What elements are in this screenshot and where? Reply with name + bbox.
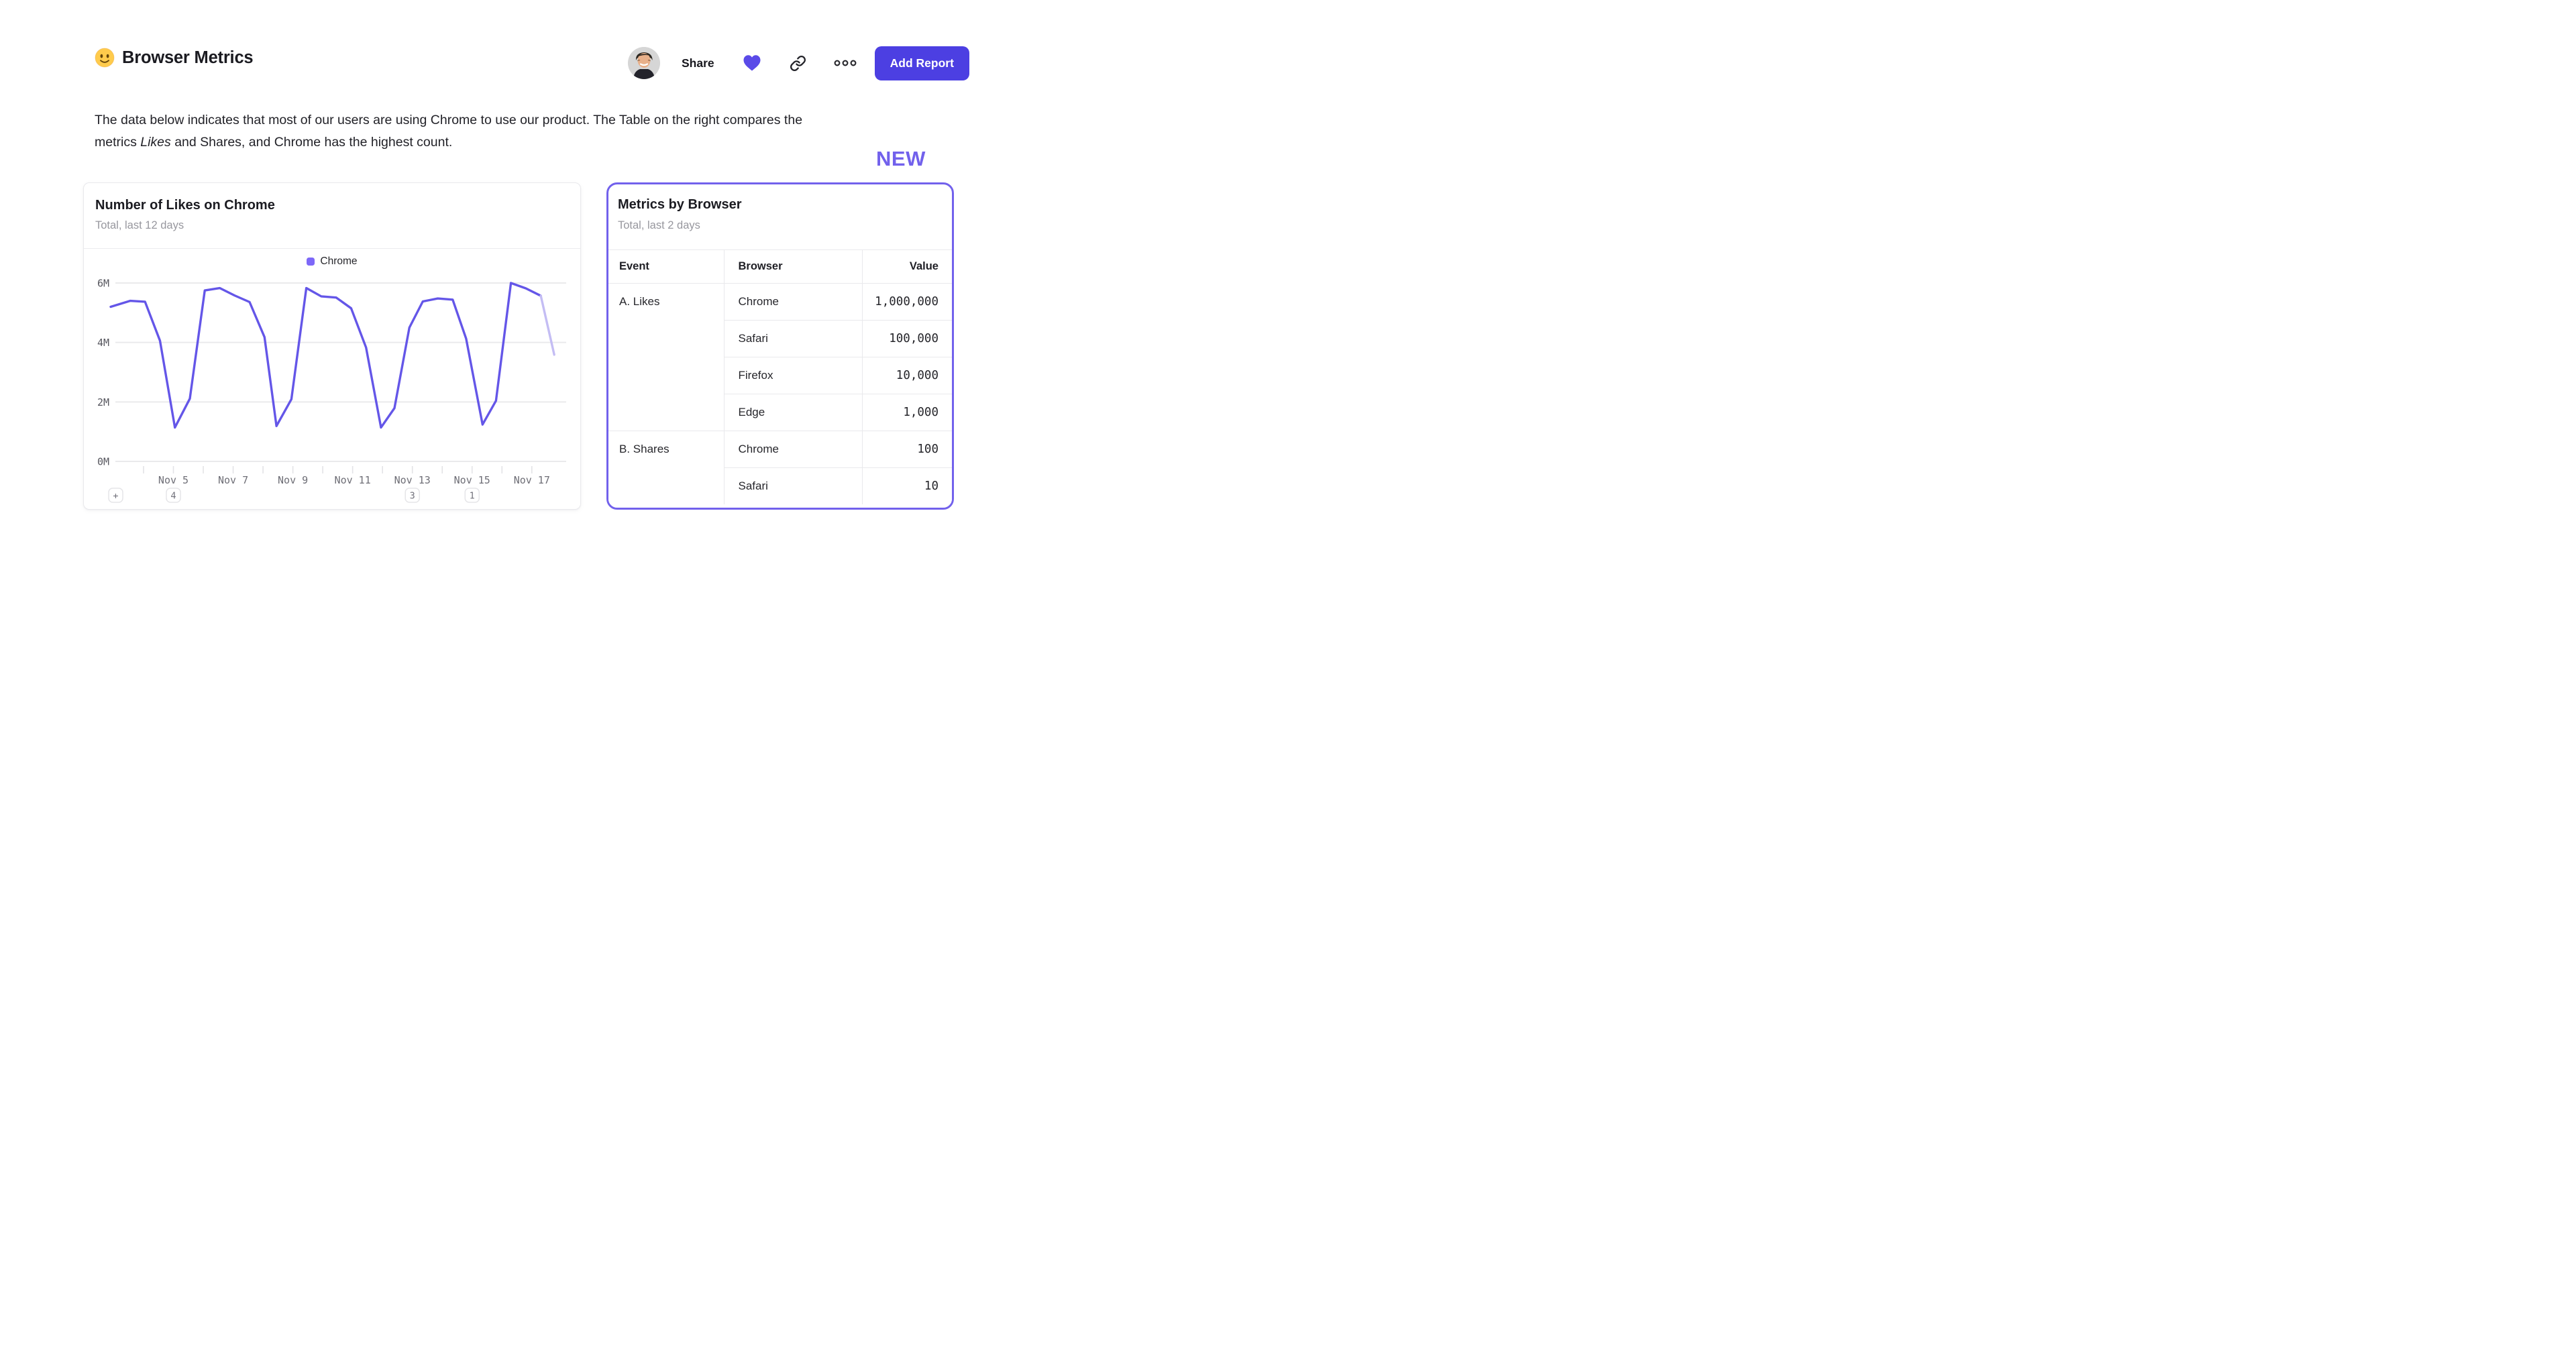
annotation-count-badge[interactable]: 3	[405, 488, 420, 503]
x-axis-label: Nov 5	[158, 474, 189, 486]
y-axis-label: 0M	[97, 456, 109, 468]
browser-cell: Chrome	[724, 283, 863, 321]
x-axis-label: Nov 15	[454, 474, 490, 486]
avatar-portrait	[628, 47, 660, 79]
description-likes-italic: Likes	[140, 135, 171, 150]
browser-cell: Safari	[724, 467, 863, 504]
link-icon	[790, 55, 806, 71]
chrome-series-line-faded	[539, 294, 555, 356]
x-axis-label: Nov 9	[278, 474, 308, 486]
column-header-value: Value	[909, 260, 938, 272]
likes-line-chart: 0M 2M 4M 6M Nov 5 Nov 7 Nov 9 Nov 11 Nov 13 Nov 1…	[97, 278, 566, 503]
table-row: B. Shares Chrome 100	[608, 431, 952, 504]
likes-chart-card: Number of Likes on Chrome Total, last 12…	[83, 182, 581, 510]
x-axis-label: Nov 17	[514, 474, 550, 486]
add-annotation-button-label: +	[113, 491, 118, 502]
header-actions: Share Add Report	[628, 46, 969, 80]
value-cell: 1,000,000	[862, 283, 952, 321]
chart-title: Number of Likes on Chrome	[95, 198, 275, 213]
metrics-table: Event Browser Value A. Likes Chrome 1,000,…	[608, 249, 952, 504]
column-header-event: Event	[608, 249, 724, 284]
event-cell: A. Likes	[608, 283, 724, 431]
annotation-count-badge-box	[405, 488, 420, 503]
y-axis-label: 6M	[97, 278, 109, 290]
report-description: The data below indicates that most of ou…	[95, 109, 967, 154]
add-report-button[interactable]: Add Report	[874, 46, 969, 80]
x-axis-label: Nov 7	[218, 474, 248, 486]
ellipsis-icon	[834, 60, 857, 66]
chrome-legend-label: Chrome	[320, 256, 358, 267]
y-axis-label: 2M	[97, 396, 109, 408]
chrome-legend-swatch	[307, 258, 315, 266]
annotation-count-badge-label: 3	[410, 491, 415, 502]
table-subtitle: Total, last 2 days	[618, 219, 700, 231]
add-annotation-button-box	[108, 488, 123, 503]
event-cell: B. Shares	[608, 431, 724, 504]
annotation-count-badge-label: 1	[470, 491, 475, 502]
chart-legend: Chrome	[84, 256, 580, 268]
more-options-button[interactable]	[833, 59, 857, 67]
value-cell: 10,000	[862, 357, 952, 394]
table-row: Safari 100,000	[608, 320, 952, 357]
value-cell: 100	[862, 431, 952, 468]
share-button[interactable]: Share	[682, 56, 714, 70]
description-line2-post: and Shares, and Chrome has the highest c…	[170, 135, 453, 150]
browser-cell: Firefox	[724, 357, 863, 394]
heart-icon	[743, 55, 761, 71]
browser-cell: Edge	[724, 394, 863, 431]
description-line1: The data below indicates that most of ou…	[95, 113, 803, 127]
copy-link-button[interactable]	[790, 55, 806, 72]
annotation-count-badge-box	[464, 488, 480, 503]
annotation-count-badge[interactable]: 4	[166, 488, 181, 503]
description-line2-pre: metrics	[95, 135, 141, 150]
add-annotation-button[interactable]: +	[108, 488, 123, 503]
x-axis-label: Nov 11	[335, 474, 371, 486]
x-axis-label: Nov 13	[394, 474, 431, 486]
value-cell: 1,000	[862, 394, 952, 431]
favorite-heart-button[interactable]	[743, 54, 761, 72]
metrics-table-card: Metrics by Browser Total, last 2 days Ev…	[606, 182, 954, 510]
value-cell: 100,000	[862, 320, 952, 357]
column-header-browser: Browser	[724, 249, 863, 284]
annotation-count-badge-label: 4	[170, 491, 176, 502]
chart-card-divider	[84, 248, 580, 249]
table-row: Edge 1,000	[608, 394, 952, 431]
new-badge: NEW	[876, 147, 926, 170]
table-row: A. Likes Chrome 1,000,000	[608, 283, 952, 431]
value-cell: 10	[862, 467, 952, 504]
y-axis-label: 4M	[97, 337, 109, 349]
user-avatar[interactable]	[628, 47, 660, 79]
table-row: Safari 10	[608, 467, 952, 504]
smiley-emoji-icon	[95, 48, 115, 68]
browser-cell: Chrome	[724, 431, 863, 468]
page-title: Browser Metrics	[122, 48, 254, 67]
chrome-series-line	[109, 282, 542, 429]
table-row: Firefox 10,000	[608, 357, 952, 394]
annotation-count-badge[interactable]: 1	[464, 488, 480, 503]
annotation-count-badge-box	[166, 488, 181, 503]
metrics-table-wrap: Event Browser Value A. Likes Chrome 1,000,…	[608, 249, 952, 504]
browser-metrics-page: Browser Metrics Share	[0, 0, 1030, 543]
table-header-row: Event Browser Value	[608, 249, 952, 284]
chart-subtitle: Total, last 12 days	[95, 219, 184, 231]
page-header: Browser Metrics	[95, 48, 254, 68]
browser-cell: Safari	[724, 320, 863, 357]
table-title: Metrics by Browser	[618, 197, 742, 212]
